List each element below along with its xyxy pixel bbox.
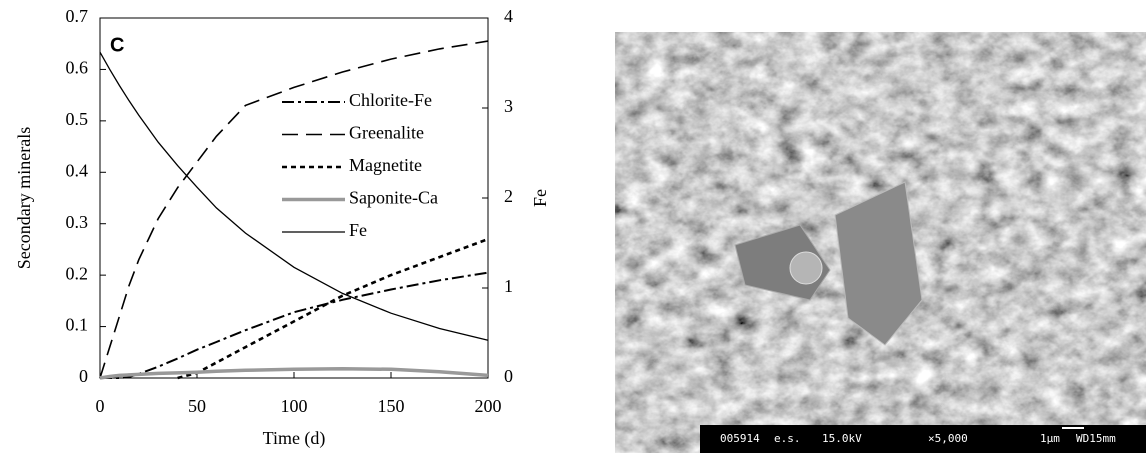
caption-field: 1µm — [1040, 432, 1060, 445]
series-line — [99, 366, 489, 380]
y-tick-label: 0.3 — [66, 212, 89, 232]
x-tick-label: 100 — [281, 396, 308, 416]
caption-field: 005914 — [720, 432, 760, 445]
x-axis-title: Time (d) — [263, 428, 326, 449]
y-tick-label: 0 — [79, 366, 88, 386]
panel-label: C — [110, 34, 124, 56]
y2-tick-label: 4 — [504, 6, 513, 26]
micrograph: 005914 e.s. 15.0kV ×5,000 1µm WD15mm — [615, 32, 1146, 453]
x-tick-label: 50 — [188, 396, 206, 416]
crystal — [789, 251, 823, 285]
y2-axis-title: Fe — [530, 189, 550, 207]
legend-label: Greenalite — [349, 123, 424, 143]
legend-label: Saponite-Ca — [349, 188, 438, 208]
caption-field: 15.0kV — [822, 432, 862, 445]
y-tick-label: 0.7 — [66, 6, 89, 26]
caption-field: e.s. — [774, 432, 801, 445]
series-line — [99, 40, 489, 379]
caption-bar — [700, 425, 1146, 453]
y-tick-label: 0.1 — [66, 315, 89, 335]
y-axis-title: Secondary minerals — [14, 127, 34, 269]
y2-tick-label: 2 — [504, 186, 513, 206]
legend-label: Chlorite-Fe — [349, 90, 432, 110]
x-tick-label: 150 — [378, 396, 405, 416]
y-tick-label: 0.2 — [66, 263, 89, 283]
y-tick-label: 0.5 — [66, 109, 89, 129]
series-line — [100, 271, 489, 379]
y2-tick-label: 0 — [504, 366, 513, 386]
legend-label: Fe — [349, 220, 367, 240]
x-tick-label: 200 — [475, 396, 502, 416]
x-tick-label: 0 — [96, 396, 105, 416]
series-line — [99, 51, 489, 341]
crystal — [834, 181, 923, 346]
y2-tick-label: 1 — [504, 276, 513, 296]
legend-label: Magnetite — [349, 155, 422, 175]
y-tick-label: 0.4 — [66, 160, 89, 180]
caption-field: WD15mm — [1076, 432, 1116, 445]
caption-field: ×5,000 — [928, 432, 968, 445]
series-line — [177, 237, 489, 380]
y-tick-label: 0.6 — [66, 58, 89, 78]
y2-tick-label: 3 — [504, 96, 513, 116]
